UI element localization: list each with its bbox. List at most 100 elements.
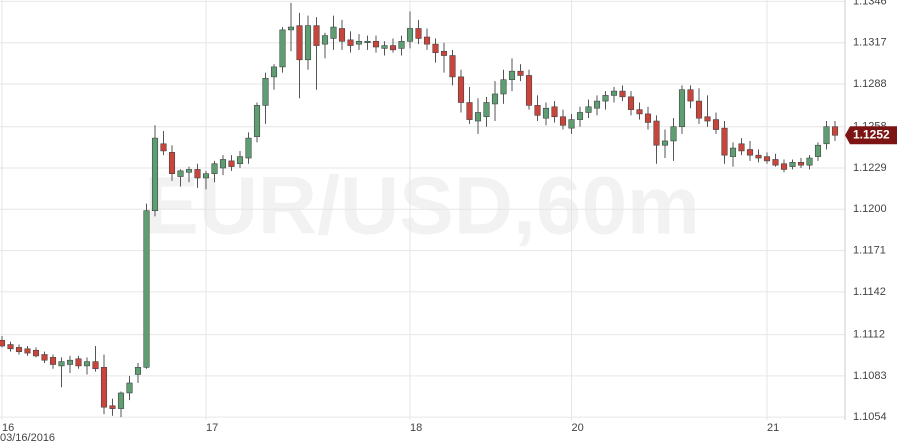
watermark: EUR/USD,60m bbox=[144, 161, 700, 252]
candle-body bbox=[755, 154, 762, 159]
candle-body bbox=[83, 361, 91, 367]
candle-body bbox=[364, 40, 371, 44]
candle-body bbox=[347, 39, 354, 46]
candle-body bbox=[304, 25, 312, 61]
candle-body bbox=[160, 143, 167, 152]
candle-body bbox=[695, 100, 703, 119]
candle-body bbox=[678, 89, 686, 128]
candle-body bbox=[602, 95, 609, 102]
x-tick-label: 16 bbox=[2, 422, 14, 434]
x-tick-label: 21 bbox=[767, 422, 779, 434]
candle-body bbox=[143, 210, 150, 368]
candle-body bbox=[670, 126, 677, 142]
candle-body bbox=[534, 105, 541, 116]
candle-body bbox=[134, 367, 142, 375]
candle-body bbox=[823, 126, 830, 145]
candle-body bbox=[440, 50, 448, 56]
candle-body bbox=[219, 159, 227, 169]
candle-body bbox=[389, 45, 397, 51]
last-price-box bbox=[845, 126, 897, 145]
candle-body bbox=[457, 76, 465, 103]
candle-body bbox=[483, 102, 490, 118]
candle-body bbox=[92, 361, 99, 370]
date-label: 03/16/2016 bbox=[0, 432, 55, 444]
y-tick-label: 1.1083 bbox=[853, 370, 887, 382]
candle-body bbox=[7, 344, 14, 350]
candle-body bbox=[491, 93, 499, 105]
candle-body bbox=[228, 160, 235, 167]
candle-body bbox=[627, 96, 635, 110]
candle-body bbox=[32, 349, 40, 357]
candle-body bbox=[168, 152, 176, 174]
candle-body bbox=[262, 78, 269, 106]
candle-body bbox=[763, 156, 771, 162]
candle-body bbox=[738, 143, 745, 152]
y-tick-label: 1.1054 bbox=[853, 411, 887, 423]
x-tick-label: 20 bbox=[572, 422, 584, 434]
candle-body bbox=[245, 137, 252, 159]
candle-body bbox=[66, 359, 74, 365]
candle-body bbox=[806, 157, 813, 166]
candle-body bbox=[712, 119, 720, 130]
candle-body bbox=[194, 169, 201, 179]
candle-body bbox=[619, 90, 626, 98]
candle-body bbox=[330, 26, 337, 39]
y-tick-label: 1.1229 bbox=[853, 162, 887, 174]
candle-body bbox=[211, 163, 218, 174]
candle-body bbox=[474, 112, 482, 122]
candle-body bbox=[780, 163, 788, 170]
candle-body bbox=[551, 106, 558, 118]
candle-body bbox=[126, 382, 133, 394]
candle-body bbox=[746, 149, 754, 156]
candle-body bbox=[814, 144, 822, 157]
candle-body bbox=[185, 169, 193, 173]
candle-body bbox=[202, 173, 210, 179]
candle-body bbox=[109, 405, 116, 409]
candle-body bbox=[593, 100, 601, 109]
candle-body bbox=[381, 45, 388, 49]
y-tick-label: 1.1171 bbox=[853, 244, 886, 256]
candle-body bbox=[466, 102, 473, 120]
y-tick-label: 1.1200 bbox=[853, 203, 887, 215]
candle-body bbox=[729, 147, 737, 157]
y-tick-label: 1.1142 bbox=[853, 286, 886, 298]
candle-body bbox=[398, 40, 405, 49]
candle-body bbox=[321, 35, 329, 45]
candle-body bbox=[338, 28, 346, 42]
candle-body bbox=[355, 40, 363, 45]
y-tick-label: 1.1317 bbox=[853, 37, 887, 49]
candle-body bbox=[287, 26, 295, 31]
candle-body bbox=[423, 36, 431, 45]
candle-body bbox=[415, 28, 422, 39]
candle-body bbox=[313, 25, 320, 46]
plot-area bbox=[0, 0, 845, 420]
candle-body bbox=[41, 354, 48, 361]
x-tick-label: 17 bbox=[206, 422, 218, 434]
candle-body bbox=[568, 119, 575, 129]
candle-body bbox=[58, 361, 65, 367]
candle-body bbox=[0, 339, 6, 347]
candle-body bbox=[270, 66, 278, 78]
candle-body bbox=[517, 70, 524, 76]
candle-body bbox=[789, 162, 796, 167]
candle-body bbox=[24, 348, 31, 354]
candle-body bbox=[831, 126, 839, 136]
candle-body bbox=[296, 25, 303, 61]
candle-body bbox=[644, 113, 652, 123]
last-price-label: 1.1252 bbox=[853, 127, 890, 141]
candle-body bbox=[15, 347, 23, 352]
candle-body bbox=[542, 107, 550, 119]
candle-body bbox=[636, 109, 643, 115]
candle-body bbox=[653, 120, 660, 146]
candle-body bbox=[525, 75, 533, 106]
candle-body bbox=[500, 79, 507, 95]
candle-body bbox=[49, 357, 57, 365]
candle-body bbox=[151, 137, 159, 212]
candle-body bbox=[772, 159, 779, 166]
candle-body bbox=[704, 116, 711, 122]
candle-body bbox=[406, 28, 414, 42]
candle-body bbox=[576, 112, 584, 120]
candle-body bbox=[585, 106, 592, 113]
y-tick-label: 1.1288 bbox=[853, 78, 887, 90]
